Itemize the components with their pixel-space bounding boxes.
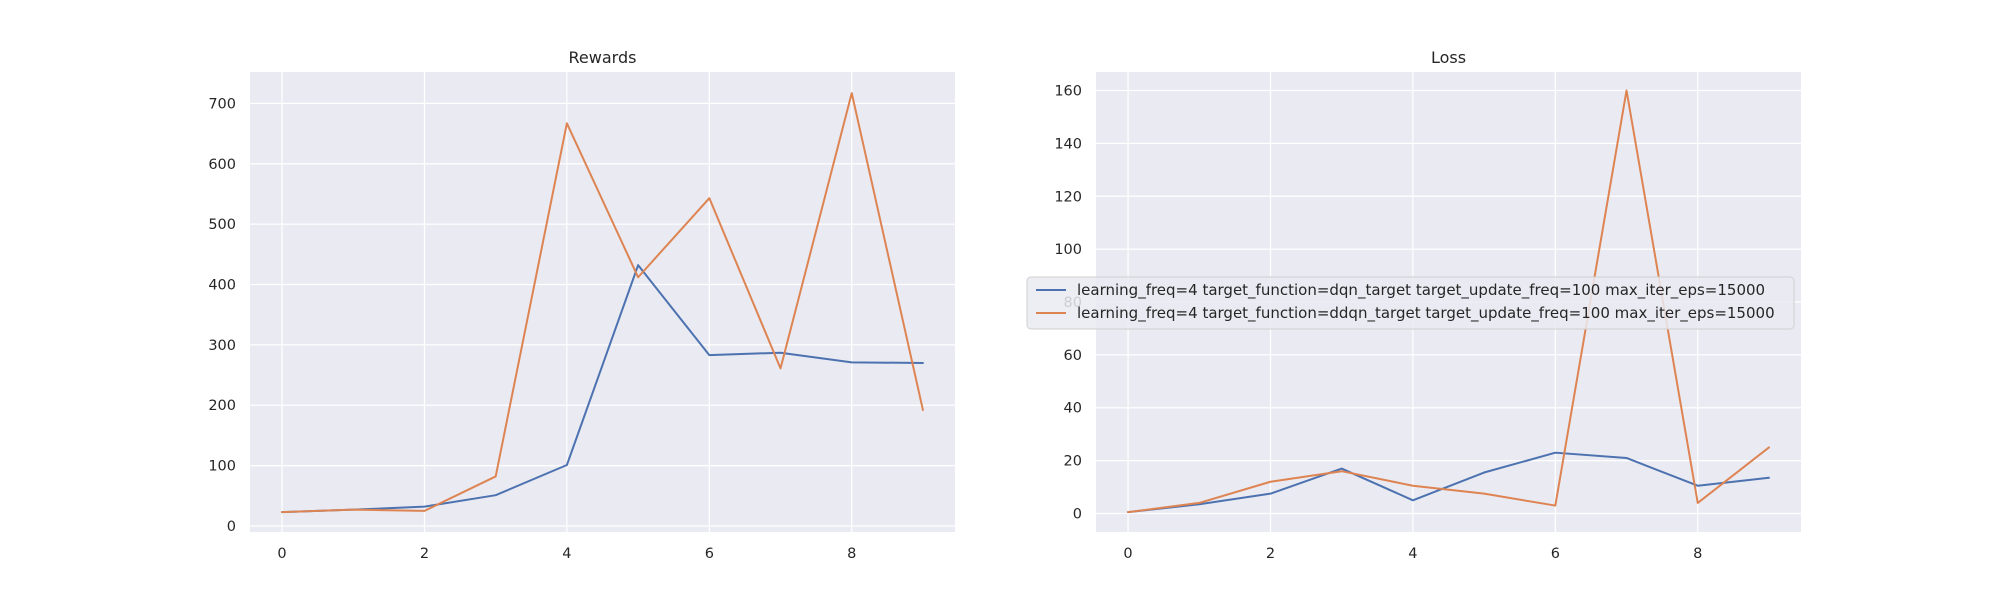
rewards-x-ticks: 0 2 4 6 8 bbox=[277, 546, 856, 562]
rewards-y-tick-label: 300 bbox=[208, 338, 236, 354]
rewards-y-tick-label: 600 bbox=[208, 157, 236, 173]
rewards-chart: 0 2 4 6 8 0 100 200 300 400 500 600 700 Rewards bbox=[208, 48, 955, 562]
loss-chart-title: Loss bbox=[1431, 48, 1466, 67]
loss-x-tick-label: 8 bbox=[1693, 546, 1702, 562]
rewards-y-tick-label: 0 bbox=[227, 519, 236, 535]
loss-y-tick-label: 20 bbox=[1064, 454, 1082, 470]
rewards-x-tick-label: 0 bbox=[277, 546, 286, 562]
rewards-y-tick-label: 500 bbox=[208, 217, 236, 233]
loss-x-tick-label: 6 bbox=[1551, 546, 1560, 562]
rewards-y-tick-label: 700 bbox=[208, 96, 236, 112]
loss-y-tick-label: 60 bbox=[1064, 348, 1082, 364]
loss-y-tick-label: 100 bbox=[1054, 242, 1082, 258]
rewards-chart-title: Rewards bbox=[569, 48, 637, 67]
loss-y-tick-label: 140 bbox=[1054, 136, 1082, 152]
loss-y-tick-label: 160 bbox=[1054, 84, 1082, 100]
loss-y-tick-label: 0 bbox=[1073, 506, 1082, 522]
legend-label-dqn: learning_freq=4 target_function=dqn_targ… bbox=[1077, 281, 1765, 300]
loss-y-tick-label: 120 bbox=[1054, 189, 1082, 205]
legend-label-ddqn: learning_freq=4 target_function=ddqn_tar… bbox=[1077, 304, 1775, 323]
loss-x-ticks: 0 2 4 6 8 bbox=[1123, 546, 1702, 562]
rewards-x-tick-label: 2 bbox=[420, 546, 429, 562]
loss-x-tick-label: 2 bbox=[1266, 546, 1275, 562]
rewards-plot-area bbox=[250, 72, 955, 532]
rewards-y-ticks: 0 100 200 300 400 500 600 700 bbox=[208, 96, 236, 535]
rewards-y-tick-label: 100 bbox=[208, 459, 236, 475]
loss-x-tick-label: 4 bbox=[1408, 546, 1417, 562]
rewards-x-tick-label: 6 bbox=[705, 546, 714, 562]
loss-y-tick-label: 40 bbox=[1064, 401, 1082, 417]
rewards-y-tick-label: 200 bbox=[208, 398, 236, 414]
loss-legend: learning_freq=4 target_function=dqn_targ… bbox=[1027, 277, 1794, 329]
rewards-x-tick-label: 8 bbox=[847, 546, 856, 562]
rewards-x-tick-label: 4 bbox=[562, 546, 571, 562]
rewards-y-tick-label: 400 bbox=[208, 277, 236, 293]
loss-x-tick-label: 0 bbox=[1123, 546, 1132, 562]
